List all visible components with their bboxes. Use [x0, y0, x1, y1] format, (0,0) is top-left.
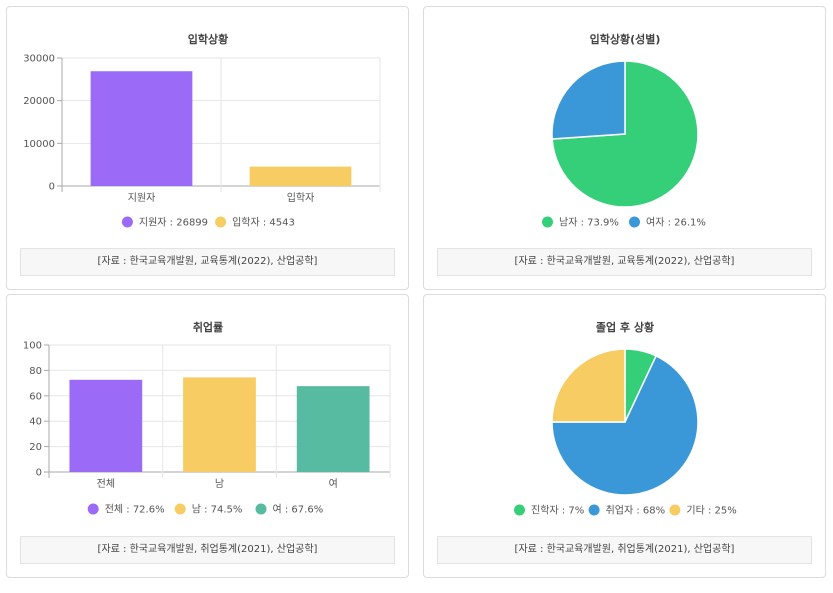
x-tick-label: 여 — [329, 478, 338, 490]
source-note: [자료 : 한국교육개발원, 교육통계(2022), 산업공학] — [20, 248, 395, 276]
bar — [183, 377, 256, 472]
y-tick-label: 100 — [23, 341, 42, 352]
legend-label: 여자 : 26.1% — [646, 217, 706, 229]
legend-swatch — [255, 503, 267, 515]
y-tick-label: 40 — [29, 417, 42, 428]
bar — [90, 71, 193, 186]
x-tick-label: 입학자 — [287, 191, 315, 204]
employment-rate-bar-chart: 취업률 0 20 40 60 80 100 전체 남 여전체 : 72.6% 남 : 74.5% 여 … — [23, 320, 391, 516]
y-tick-label: 0 — [36, 468, 42, 479]
pie-slice — [551, 354, 699, 496]
legend-label: 남 : 74.5% — [192, 504, 243, 516]
y-tick-label: 30000 — [23, 54, 55, 65]
legend-swatch — [514, 504, 525, 516]
legend-label: 취업자 : 68% — [606, 504, 666, 517]
legend-label: 지원자 : 26899 — [139, 217, 208, 229]
chart-title: 취업률 — [193, 320, 223, 334]
chart-title: 졸업 후 상황 — [596, 320, 654, 334]
legend-swatch — [121, 216, 133, 228]
legend-label: 여 : 67.6% — [273, 504, 324, 516]
legend-swatch — [629, 216, 640, 228]
bar — [69, 379, 143, 472]
legend-swatch — [87, 503, 99, 515]
pie-slice — [551, 60, 626, 140]
bar — [296, 386, 370, 472]
source-note: [자료 : 한국교육개발원, 취업통계(2021), 산업공학] — [20, 536, 395, 564]
source-note: [자료 : 한국교육개발원, 취업통계(2021), 산업공학] — [437, 536, 812, 564]
y-tick-label: 60 — [29, 391, 42, 402]
legend-swatch — [174, 503, 186, 515]
source-note: [자료 : 한국교육개발원, 교육통계(2022), 산업공학] — [437, 248, 812, 276]
pie-slice — [551, 348, 626, 423]
y-tick-label: 0 — [49, 182, 55, 193]
x-tick-label: 전체 — [97, 478, 115, 490]
chart-title: 입학상황(성별) — [590, 32, 661, 46]
legend-label: 입학자 : 4543 — [232, 216, 295, 229]
legend-swatch — [669, 504, 681, 516]
legend-label: 진학자 : 7% — [531, 505, 584, 517]
legend-label: 기타 : 25% — [686, 505, 736, 517]
legend-label: 남자 : 73.9% — [559, 217, 619, 229]
y-tick-label: 10000 — [23, 139, 55, 150]
y-tick-label: 20 — [29, 442, 42, 453]
chart-card-admissions-gender: 입학상황(성별) 남자 : 73.9% 여자 : 26.1% [자료 : 한국교육개… — [423, 6, 826, 290]
legend-label: 전체 : 72.6% — [105, 504, 165, 516]
x-tick-label: 지원자 — [128, 192, 156, 204]
bar — [249, 166, 352, 186]
legend-swatch — [588, 504, 600, 516]
x-tick-label: 남 — [215, 478, 224, 490]
legend-swatch — [542, 216, 553, 228]
y-tick-label: 20000 — [23, 96, 55, 107]
legend-swatch — [215, 216, 227, 228]
chart-title: 입학상황 — [188, 32, 228, 46]
admissions-gender-pie-chart: 입학상황(성별) 남자 : 73.9% 여자 : 26.1% — [542, 32, 706, 229]
y-tick-label: 80 — [29, 366, 42, 377]
